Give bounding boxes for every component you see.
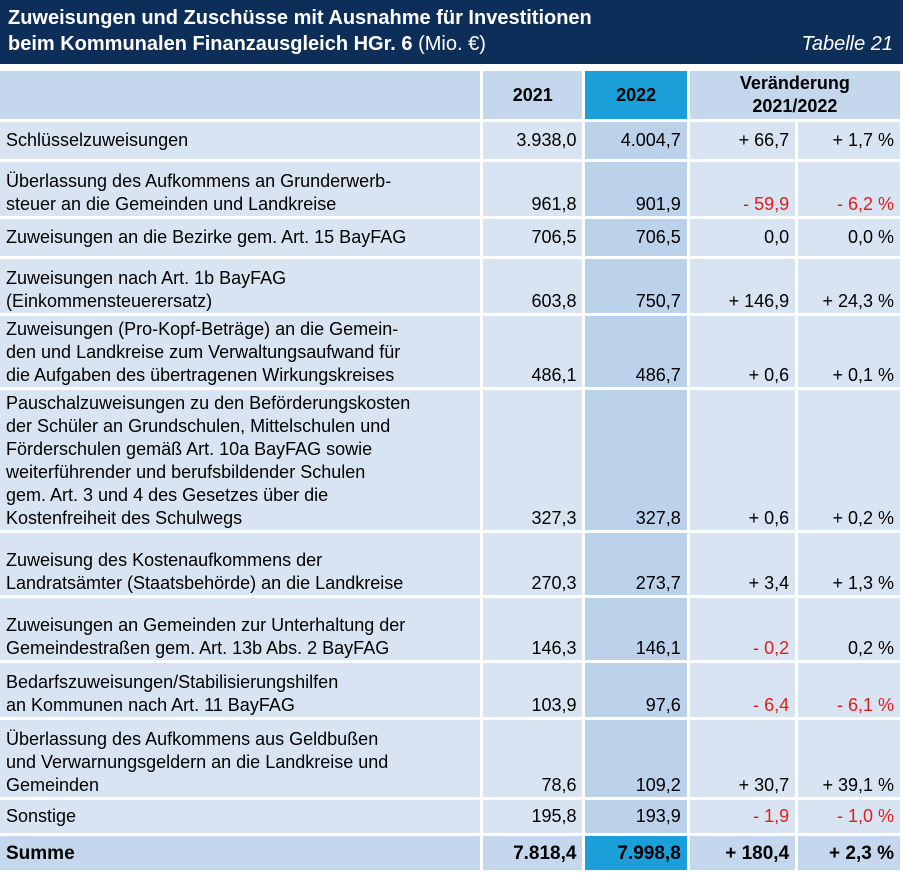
value-2021: 961,8 [483, 162, 583, 216]
change-absolute: 0,0 [689, 219, 796, 256]
table-body: Schlüsselzuweisungen 3.938,0 4.004,7 + 66,7… [0, 122, 900, 870]
value-2022: 706,5 [585, 219, 687, 256]
table-row: Bedarfszuweisungen/Stabilisierungshilfen… [0, 663, 900, 717]
table-row: Überlassung des Aufkommens aus Geldbußen… [0, 720, 900, 797]
value-2022: 486,7 [585, 316, 687, 387]
sum-change-percent: + 2,3 % [798, 836, 900, 870]
table-row: Zuweisung des Kostenaufkommens der Landr… [0, 533, 900, 595]
table-row: Zuweisungen (Pro-Kopf-Beträge) an die Ge… [0, 316, 900, 387]
table-row: Zuweisungen nach Art. 1b BayFAG (Einkomm… [0, 259, 900, 313]
sum-2022: 7.998,8 [585, 836, 687, 870]
change-absolute: + 3,4 [689, 533, 796, 595]
change-percent: + 1,3 % [798, 533, 900, 595]
value-2022: 109,2 [585, 720, 687, 797]
value-2022: 901,9 [585, 162, 687, 216]
change-absolute: - 59,9 [689, 162, 796, 216]
table-row: Zuweisungen an die Bezirke gem. Art. 15 … [0, 219, 900, 256]
change-percent: 0,0 % [798, 219, 900, 256]
table-row: Schlüsselzuweisungen 3.938,0 4.004,7 + 66,7… [0, 122, 900, 159]
table-header-banner: Zuweisungen und Zuschüsse mit Ausnahme f… [0, 0, 903, 64]
change-absolute: + 30,7 [689, 720, 796, 797]
header-change: Veränderung 2021/2022 [689, 71, 900, 119]
row-label: Überlassung des Aufkommens aus Geldbußen… [0, 720, 481, 797]
change-percent: + 0,1 % [798, 316, 900, 387]
change-absolute: + 66,7 [689, 122, 796, 159]
row-label: Pauschalzuweisungen zu den Beförderungsk… [0, 390, 481, 530]
row-label: Zuweisungen (Pro-Kopf-Beträge) an die Ge… [0, 316, 481, 387]
value-2021: 103,9 [483, 663, 583, 717]
column-header-row: 2021 2022 Veränderung 2021/2022 [0, 71, 900, 119]
row-label: Überlassung des Aufkommens an Grunderwer… [0, 162, 481, 216]
change-percent: + 24,3 % [798, 259, 900, 313]
header-2022: 2022 [585, 71, 687, 119]
change-absolute: - 0,2 [689, 598, 796, 660]
value-2021: 327,3 [483, 390, 583, 530]
change-percent: 0,2 % [798, 598, 900, 660]
value-2021: 603,8 [483, 259, 583, 313]
table-row: Pauschalzuweisungen zu den Beförderungsk… [0, 390, 900, 530]
table-title-unit: (Mio. €) [412, 33, 486, 55]
value-2022: 273,7 [585, 533, 687, 595]
value-2022: 4.004,7 [585, 122, 687, 159]
data-table: 2021 2022 Veränderung 2021/2022 Schlüssel… [0, 68, 903, 873]
header-label-cell [0, 71, 481, 119]
header-change-label: Veränderung [739, 73, 850, 93]
value-2021: 486,1 [483, 316, 583, 387]
change-percent: - 6,2 % [798, 162, 900, 216]
row-label: Bedarfszuweisungen/Stabilisierungshilfen… [0, 663, 481, 717]
row-label: Zuweisungen nach Art. 1b BayFAG (Einkomm… [0, 259, 481, 313]
change-percent: - 1,0 % [798, 800, 900, 833]
change-percent: + 39,1 % [798, 720, 900, 797]
change-absolute: + 0,6 [689, 316, 796, 387]
value-2021: 195,8 [483, 800, 583, 833]
value-2021: 78,6 [483, 720, 583, 797]
row-label: Schlüsselzuweisungen [0, 122, 481, 159]
table-title-line-1: Zuweisungen und Zuschüsse mit Ausnahme f… [8, 7, 592, 29]
header-2021: 2021 [483, 71, 583, 119]
change-percent: + 0,2 % [798, 390, 900, 530]
row-label: Zuweisungen an Gemeinden zur Unterhaltun… [0, 598, 481, 660]
change-percent: + 1,7 % [798, 122, 900, 159]
value-2022: 193,9 [585, 800, 687, 833]
value-2022: 750,7 [585, 259, 687, 313]
change-absolute: - 1,9 [689, 800, 796, 833]
value-2022: 97,6 [585, 663, 687, 717]
row-label: Zuweisung des Kostenaufkommens der Landr… [0, 533, 481, 595]
change-percent: - 6,1 % [798, 663, 900, 717]
table-title-line-2: beim Kommunalen Finanzausgleich HGr. 6 (… [8, 31, 895, 57]
header-change-period: 2021/2022 [752, 96, 838, 116]
table-title-line-2-bold: beim Kommunalen Finanzausgleich HGr. 6 [8, 33, 413, 55]
change-absolute: + 146,9 [689, 259, 796, 313]
table-row: Sonstige 195,8 193,9- 1,9- 1,0 % [0, 800, 900, 833]
value-2021: 146,3 [483, 598, 583, 660]
table-row: Zuweisungen an Gemeinden zur Unterhaltun… [0, 598, 900, 660]
sum-change-absolute: + 180,4 [689, 836, 796, 870]
table-row: Überlassung des Aufkommens an Grunderwer… [0, 162, 900, 216]
change-absolute: + 0,6 [689, 390, 796, 530]
table-number: Tabelle 21 [801, 33, 893, 55]
sum-2021: 7.818,4 [483, 836, 583, 870]
row-label: Sonstige [0, 800, 481, 833]
value-2022: 327,8 [585, 390, 687, 530]
change-absolute: - 6,4 [689, 663, 796, 717]
value-2022: 146,1 [585, 598, 687, 660]
row-label: Zuweisungen an die Bezirke gem. Art. 15 … [0, 219, 481, 256]
sum-label: Summe [0, 836, 481, 870]
value-2021: 3.938,0 [483, 122, 583, 159]
value-2021: 270,3 [483, 533, 583, 595]
sum-row: Summe 7.818,4 7.998,8 + 180,4 + 2,3 % [0, 836, 900, 870]
value-2021: 706,5 [483, 219, 583, 256]
